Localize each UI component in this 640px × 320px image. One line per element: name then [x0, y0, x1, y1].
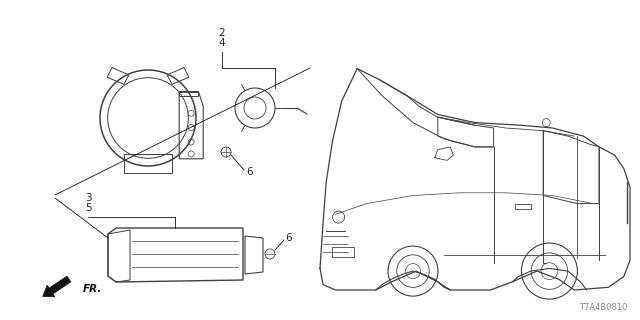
- Text: 6: 6: [246, 167, 253, 177]
- Text: 3: 3: [84, 193, 92, 203]
- Text: 4: 4: [219, 38, 225, 48]
- Text: 6: 6: [285, 233, 292, 243]
- Text: 5: 5: [84, 203, 92, 213]
- Text: FR.: FR.: [83, 284, 102, 294]
- Text: T7A4B0810: T7A4B0810: [579, 303, 627, 312]
- FancyArrow shape: [43, 276, 71, 297]
- Bar: [332, 247, 355, 257]
- Text: 2: 2: [219, 28, 225, 38]
- Bar: [515, 204, 531, 209]
